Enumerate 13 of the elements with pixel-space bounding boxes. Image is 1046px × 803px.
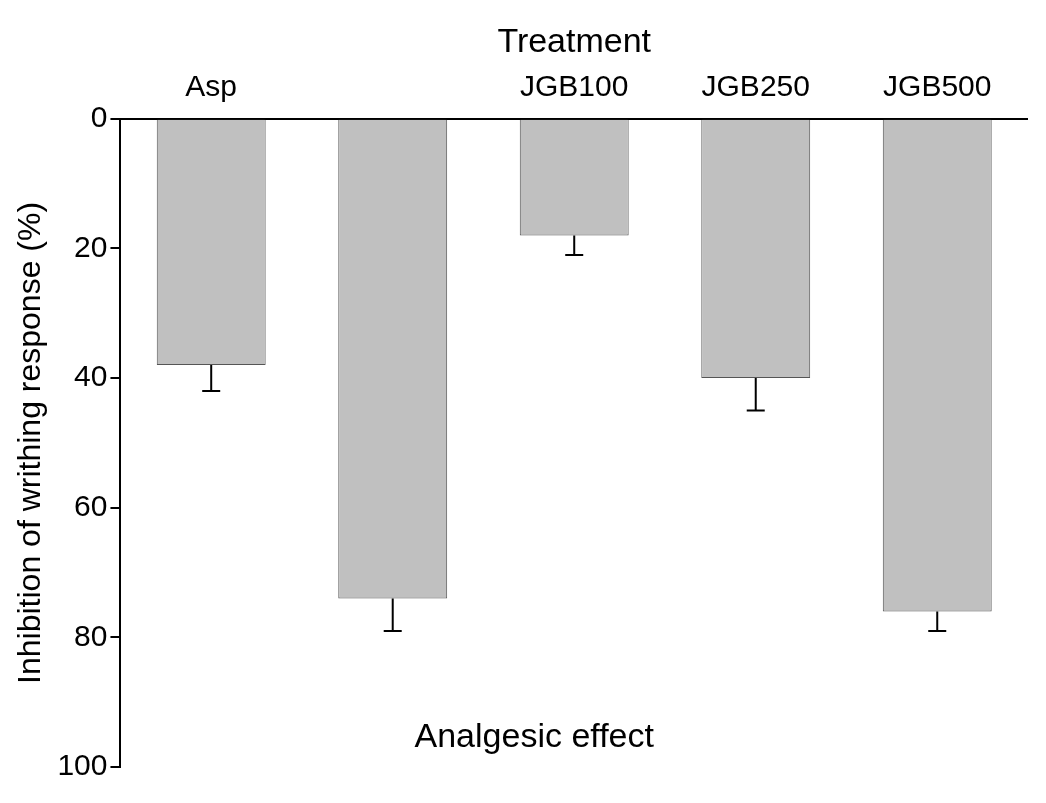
y-tick-label: 80: [74, 618, 108, 652]
y-tick-label: 100: [57, 748, 108, 782]
y-axis-title: Inhibition of writhing response (%): [11, 201, 48, 684]
x-tick-label: JGB250: [701, 69, 810, 103]
y-tick-label: 0: [90, 100, 108, 134]
x-axis-title: Treatment: [497, 20, 652, 59]
y-tick-label: 60: [74, 488, 108, 522]
y-tick-label: 20: [74, 229, 108, 263]
y-tick-label: 40: [74, 359, 108, 393]
x-tick-label: JGB500: [883, 69, 992, 103]
annotation: Analgesic effect: [414, 716, 655, 754]
x-tick-label: Asp: [185, 69, 238, 103]
x-tick-label: JGB100: [520, 69, 629, 103]
